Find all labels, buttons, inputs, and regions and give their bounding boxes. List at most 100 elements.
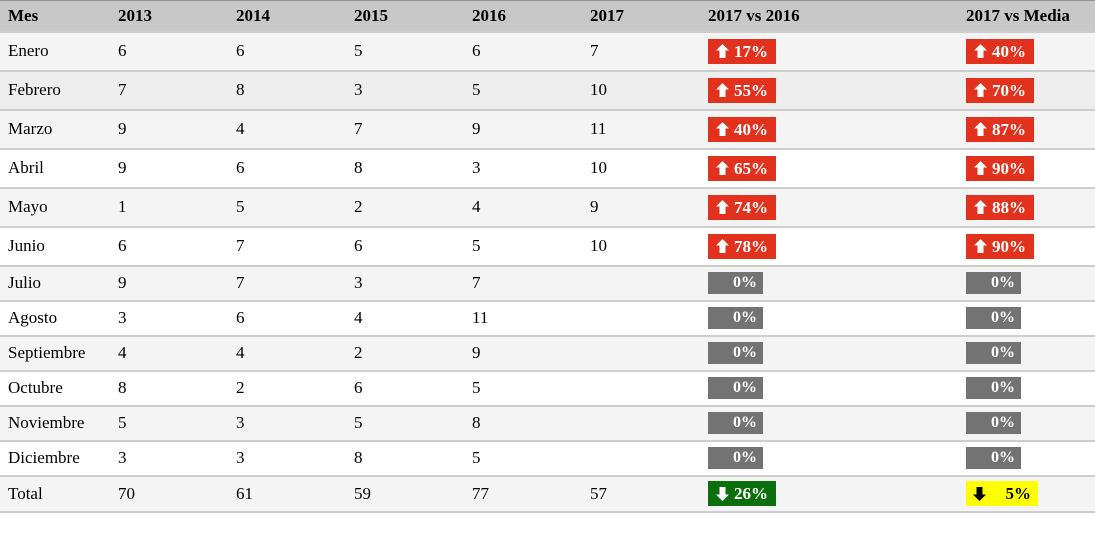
value-cell: 5 <box>472 448 481 467</box>
value-cell: 8 <box>236 80 245 99</box>
trend-value: 0% <box>991 309 1015 327</box>
value-cell: 5 <box>472 80 481 99</box>
total-value-cell: 59 <box>354 483 371 503</box>
month-cell: Julio <box>8 273 42 292</box>
value-cell: 2 <box>354 197 363 216</box>
trend-value: 0% <box>733 379 757 397</box>
total-label: Total <box>8 483 43 503</box>
value-cell <box>582 441 700 476</box>
vs2016-cell: 0% <box>700 371 958 406</box>
value-cell <box>582 336 700 371</box>
value-cell: 4 <box>354 308 363 327</box>
value-cell: 8 <box>354 448 363 467</box>
value-cell: 7 <box>354 119 363 138</box>
value-cell: 3 <box>472 158 481 177</box>
month-cell: Mayo <box>8 197 48 216</box>
trend-badge-zero: 0% <box>708 307 763 330</box>
value-cell: 3 <box>236 413 245 432</box>
vsmedia-cell: 0% <box>958 406 1095 441</box>
up-arrow-icon <box>716 200 729 214</box>
value-cell: 4 <box>236 343 245 362</box>
month-cell: Diciembre <box>8 448 80 467</box>
table-row: Agosto 3 6 4 11 0% 0% <box>0 300 1095 336</box>
trend-value: 87% <box>992 119 1026 139</box>
value-cell: 10 <box>590 236 607 255</box>
up-arrow-icon <box>716 239 729 253</box>
trend-value: 90% <box>992 158 1026 178</box>
up-arrow-icon <box>716 161 729 175</box>
table-row: Octubre 8 2 6 5 0% 0% <box>0 370 1095 406</box>
vs2016-cell: 0% <box>700 266 958 301</box>
trend-badge-zero: 0% <box>966 447 1021 470</box>
vsmedia-cell: 40% <box>958 32 1095 71</box>
value-cell: 6 <box>236 158 245 177</box>
vs2016-cell: 40% <box>700 110 958 149</box>
trend-value: 26% <box>734 484 768 503</box>
value-cell: 10 <box>590 158 607 177</box>
vsmedia-cell: 70% <box>958 71 1095 110</box>
month-cell: Septiembre <box>8 343 86 362</box>
trend-badge-zero: 0% <box>708 342 763 365</box>
value-cell <box>582 301 700 336</box>
trend-value: 0% <box>991 414 1015 432</box>
value-cell: 9 <box>118 119 127 138</box>
trend-badge: 70% <box>966 77 1034 103</box>
value-cell: 8 <box>472 413 481 432</box>
table-row: Noviembre 5 3 5 8 0% 0% <box>0 405 1095 441</box>
trend-badge: 40% <box>966 38 1034 64</box>
trend-value: 65% <box>734 158 768 178</box>
value-cell: 8 <box>354 158 363 177</box>
vs2016-cell: 0% <box>700 336 958 371</box>
trend-value: 40% <box>734 119 768 139</box>
trend-value: 0% <box>733 344 757 362</box>
vsmedia-cell: 0% <box>958 266 1095 301</box>
col-header-vsmedia: 2017 vs Media <box>966 5 1070 25</box>
vsmedia-cell: 0% <box>958 441 1095 476</box>
value-cell: 9 <box>118 273 127 292</box>
value-cell: 6 <box>236 308 245 327</box>
vs2016-cell: 55% <box>700 71 958 110</box>
table-row: Abril 9 6 8 3 10 65% 90% <box>0 148 1095 188</box>
value-cell: 1 <box>118 197 127 216</box>
up-arrow-icon <box>716 44 729 58</box>
up-arrow-icon <box>974 122 987 136</box>
table-row: Julio 9 7 3 7 0% 0% <box>0 265 1095 301</box>
value-cell: 3 <box>118 308 127 327</box>
trend-value: 78% <box>734 236 768 256</box>
value-cell: 4 <box>236 119 245 138</box>
trend-badge-zero: 0% <box>708 412 763 435</box>
value-cell: 3 <box>354 273 363 292</box>
month-cell: Noviembre <box>8 413 85 432</box>
table-row: Mayo 1 5 2 4 9 74% 88% <box>0 187 1095 227</box>
vsmedia-cell: 87% <box>958 110 1095 149</box>
value-cell: 3 <box>118 448 127 467</box>
value-cell: 4 <box>472 197 481 216</box>
value-cell: 6 <box>236 41 245 60</box>
vs2016-cell: 0% <box>700 441 958 476</box>
header-row: Mes 2013 2014 2015 2016 2017 2017 vs 201… <box>0 0 1095 32</box>
value-cell <box>582 266 700 301</box>
value-cell: 5 <box>236 197 245 216</box>
value-cell: 4 <box>118 343 127 362</box>
total-value-cell: 70 <box>118 483 135 503</box>
total-value-cell: 57 <box>590 483 607 503</box>
value-cell: 7 <box>118 80 127 99</box>
trend-value: 0% <box>991 449 1015 467</box>
value-cell: 9 <box>472 343 481 362</box>
month-cell: Abril <box>8 158 44 177</box>
value-cell: 9 <box>590 197 599 216</box>
trend-value: 0% <box>733 414 757 432</box>
trend-badge-zero: 0% <box>966 412 1021 435</box>
value-cell: 7 <box>590 41 599 60</box>
value-cell: 11 <box>590 119 607 138</box>
col-header-2015: 2015 <box>354 5 388 25</box>
value-cell: 5 <box>354 41 363 60</box>
trend-badge: 40% <box>708 116 776 142</box>
value-cell: 6 <box>354 236 363 255</box>
trend-badge: 74% <box>708 194 776 220</box>
trend-badge: 87% <box>966 116 1034 142</box>
trend-badge: 90% <box>966 155 1034 181</box>
vsmedia-cell: 0% <box>958 301 1095 336</box>
value-cell: 7 <box>236 273 245 292</box>
value-cell: 6 <box>118 41 127 60</box>
